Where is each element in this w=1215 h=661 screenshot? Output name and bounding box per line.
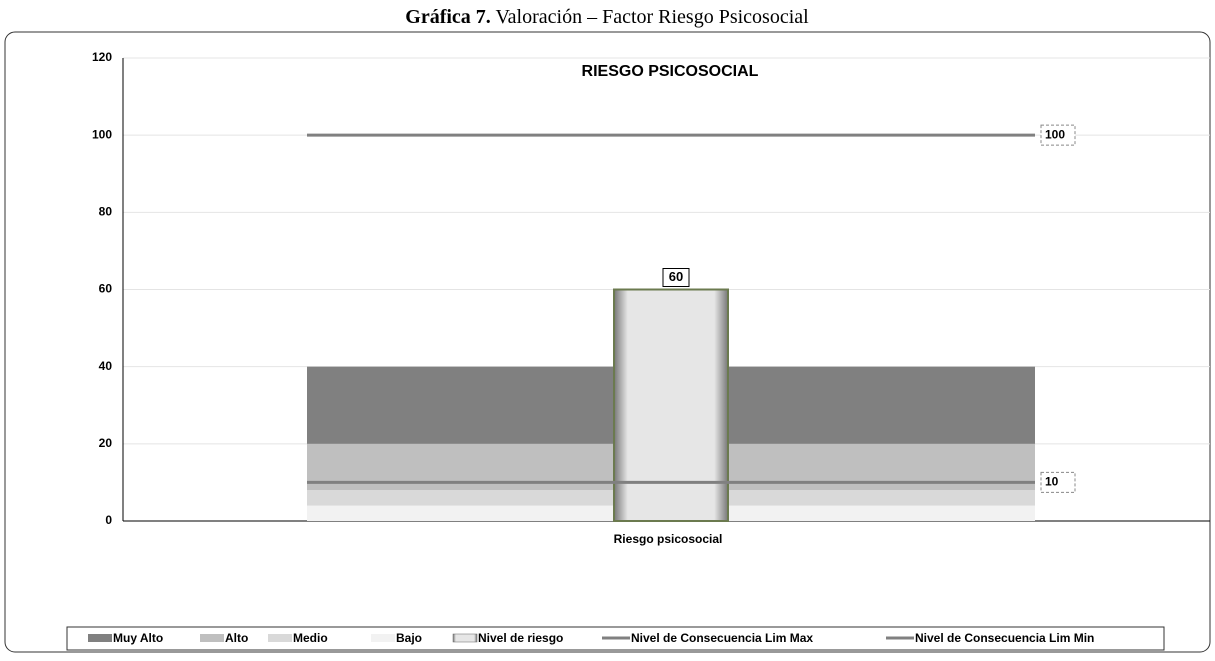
x-tick-label: Riesgo psicosocial bbox=[614, 532, 723, 546]
legend-label: Nivel de Consecuencia Lim Max bbox=[631, 631, 813, 645]
data-label-box bbox=[1040, 124, 1076, 146]
legend-swatch bbox=[200, 634, 224, 642]
y-tick-label: 120 bbox=[92, 50, 112, 64]
y-tick-label: 40 bbox=[99, 359, 113, 373]
legend-swatch bbox=[371, 634, 395, 642]
caption: Gráfica 7. Valoración – Factor Riesgo Ps… bbox=[405, 6, 809, 28]
caption-text: Valoración – Factor Riesgo Psicosocial bbox=[495, 6, 809, 28]
legend-label: Muy Alto bbox=[113, 631, 163, 645]
data-label-box bbox=[1040, 471, 1076, 493]
legend-swatch bbox=[268, 634, 292, 642]
legend-label: Medio bbox=[293, 631, 328, 645]
data-label: 100 bbox=[1045, 127, 1065, 141]
legend-label: Nivel de Consecuencia Lim Min bbox=[915, 631, 1094, 645]
caption-label: Gráfica 7. bbox=[405, 6, 491, 28]
legend-swatch bbox=[452, 633, 478, 643]
chart-title: RIESGO PSICOSOCIAL bbox=[582, 63, 759, 80]
bar bbox=[613, 288, 729, 522]
y-tick-label: 100 bbox=[92, 127, 112, 141]
legend-label: Alto bbox=[225, 631, 248, 645]
y-tick-label: 60 bbox=[99, 282, 113, 296]
legend-label: Bajo bbox=[396, 631, 422, 645]
y-tick-label: 20 bbox=[99, 436, 113, 450]
legend-label: Nivel de riesgo bbox=[478, 631, 563, 645]
data-label-box bbox=[662, 268, 690, 287]
chart-border bbox=[4, 31, 1211, 653]
data-label: 60 bbox=[669, 269, 683, 284]
legend-swatch bbox=[88, 634, 112, 642]
y-tick-label: 0 bbox=[105, 513, 112, 527]
data-label: 10 bbox=[1045, 475, 1059, 489]
y-tick-label: 80 bbox=[99, 205, 113, 219]
